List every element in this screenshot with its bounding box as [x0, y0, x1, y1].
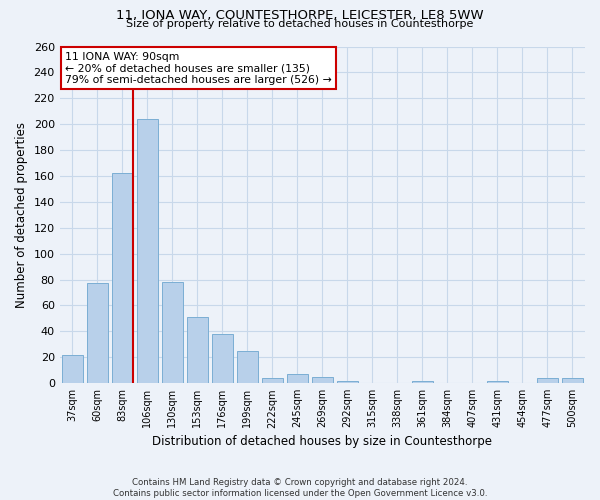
Bar	[262, 378, 283, 383]
Bar	[187, 317, 208, 383]
X-axis label: Distribution of detached houses by size in Countesthorpe: Distribution of detached houses by size …	[152, 434, 493, 448]
Bar	[287, 374, 308, 383]
Bar	[312, 376, 333, 383]
Y-axis label: Number of detached properties: Number of detached properties	[15, 122, 28, 308]
Bar	[161, 282, 183, 383]
Bar	[537, 378, 558, 383]
Bar	[86, 284, 108, 383]
Bar	[236, 351, 258, 383]
Bar	[62, 354, 83, 383]
Bar	[562, 378, 583, 383]
Bar	[137, 119, 158, 383]
Text: Contains HM Land Registry data © Crown copyright and database right 2024.
Contai: Contains HM Land Registry data © Crown c…	[113, 478, 487, 498]
Text: 11, IONA WAY, COUNTESTHORPE, LEICESTER, LE8 5WW: 11, IONA WAY, COUNTESTHORPE, LEICESTER, …	[116, 9, 484, 22]
Bar	[112, 174, 133, 383]
Bar	[337, 380, 358, 383]
Text: Size of property relative to detached houses in Countesthorpe: Size of property relative to detached ho…	[127, 19, 473, 29]
Bar	[412, 380, 433, 383]
Bar	[212, 334, 233, 383]
Bar	[487, 380, 508, 383]
Text: 11 IONA WAY: 90sqm
← 20% of detached houses are smaller (135)
79% of semi-detach: 11 IONA WAY: 90sqm ← 20% of detached hou…	[65, 52, 332, 85]
